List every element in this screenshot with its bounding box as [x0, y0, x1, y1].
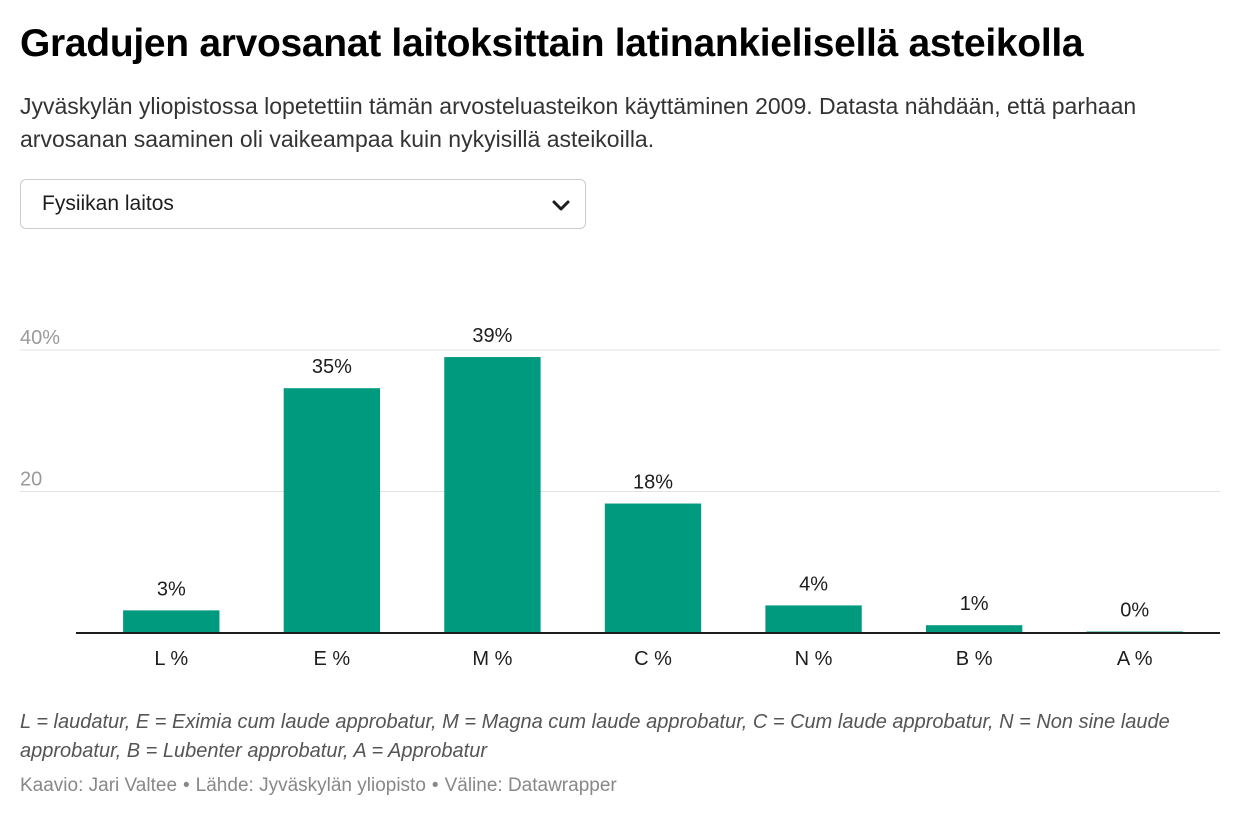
- x-tick-label: A %: [1117, 648, 1153, 670]
- chart-subtitle: Jyväskylän yliopistossa lopetettiin tämä…: [20, 93, 1137, 152]
- chart-title: Gradujen arvosanat laitoksittain latinan…: [20, 22, 1084, 65]
- x-tick-label: N %: [795, 648, 833, 670]
- x-tick-label: L %: [154, 648, 188, 670]
- bar: [765, 605, 862, 633]
- x-tick-label: E %: [314, 648, 351, 670]
- x-tick-label: C %: [634, 648, 672, 670]
- bar: [444, 357, 541, 633]
- x-tick-label: B %: [956, 648, 993, 670]
- credit-tool: Väline: Datawrapper: [444, 775, 617, 796]
- data-label: 3%: [157, 578, 186, 600]
- credit-separator: •: [431, 775, 439, 796]
- credits: Kaavio: Jari Valtee • Lähde: Jyväskylän yl…: [20, 775, 617, 797]
- data-label: 18%: [633, 472, 673, 494]
- bar-chart: 20 40% 3% L % 35% E % 39% M % 18% C % 4% N % 1% B % 0%…: [20, 325, 1220, 670]
- x-tick-label: M %: [472, 648, 512, 670]
- chevron-down-icon: [552, 200, 570, 211]
- data-label: 0%: [1120, 600, 1149, 622]
- grade-legend-note: L = laudatur, E = Eximia cum laude appro…: [20, 711, 1170, 762]
- data-label: 4%: [799, 573, 828, 595]
- data-label: 39%: [472, 325, 512, 347]
- department-dropdown[interactable]: Fysiikan laitos: [20, 179, 586, 229]
- credit-source: Lähde: Jyväskylän yliopisto: [195, 775, 426, 796]
- data-label: 35%: [312, 356, 352, 378]
- credit-author: Kaavio: Jari Valtee: [20, 775, 178, 796]
- bar: [123, 610, 220, 633]
- y-tick-label: 20: [20, 469, 42, 491]
- y-tick-label: 40%: [20, 327, 60, 349]
- bar: [604, 503, 702, 633]
- department-dropdown-value: Fysiikan laitos: [42, 192, 174, 215]
- data-label: 1%: [960, 593, 989, 615]
- credit-separator: •: [183, 775, 190, 796]
- bar: [283, 388, 381, 633]
- bar: [925, 625, 1023, 633]
